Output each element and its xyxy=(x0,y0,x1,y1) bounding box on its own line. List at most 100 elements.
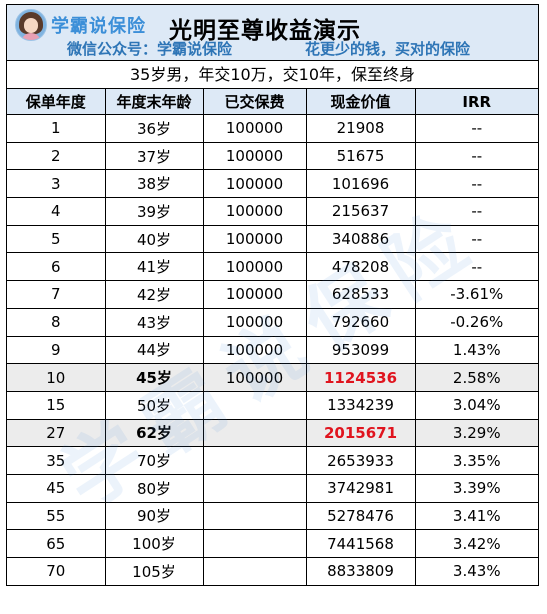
cell-irr: -- xyxy=(414,197,538,226)
column-header-premium-paid: 已交保费 xyxy=(202,89,307,115)
cell-cash-value: 1124536 xyxy=(305,363,416,392)
page-title: 光明至尊收益演示 xyxy=(169,18,361,44)
table-row: 70 105岁 8833809 3.43% xyxy=(7,556,538,585)
cell-irr: 2.58% xyxy=(414,363,538,392)
cell-irr: 1.43% xyxy=(414,335,538,365)
policy-conditions: 35岁男，年交10万，交10年，保至终身 xyxy=(7,61,538,89)
cell-premium-paid: 100000 xyxy=(202,141,307,171)
cell-cash-value: 215637 xyxy=(305,197,416,226)
cell-premium-paid xyxy=(202,556,307,585)
table-row: 9 44岁 100000 953099 1.43% xyxy=(7,335,538,365)
cell-cash-value: 2015671 xyxy=(305,418,416,448)
cell-premium-paid xyxy=(202,473,307,503)
column-header-age: 年度末年龄 xyxy=(104,89,204,115)
cell-age: 43岁 xyxy=(104,307,204,337)
table-row: 45 80岁 3742981 3.39% xyxy=(7,473,538,503)
cell-premium-paid: 100000 xyxy=(202,363,307,392)
cell-age: 37岁 xyxy=(104,141,204,171)
cell-age: 105岁 xyxy=(104,556,204,585)
cell-premium-paid: 100000 xyxy=(202,335,307,365)
cell-age: 44岁 xyxy=(104,335,204,365)
cell-age: 38岁 xyxy=(104,169,204,199)
cell-premium-paid xyxy=(202,446,307,475)
cell-irr: -- xyxy=(414,114,538,143)
cell-premium-paid xyxy=(202,418,307,448)
cell-irr: 3.42% xyxy=(414,529,538,558)
table-row: 1 36岁 100000 21908 -- xyxy=(7,114,538,143)
wechat-account-label: 微信公众号：学霸说保险 xyxy=(67,40,233,58)
cash-value-table: 保单年度 年度末年龄 已交保费 现金价值 IRR 1 36岁 100000 21908… xyxy=(7,89,538,585)
table-row: 27 62岁 2015671 3.29% xyxy=(7,418,538,448)
cell-policy-year: 4 xyxy=(7,197,106,226)
cell-cash-value: 340886 xyxy=(305,224,416,254)
table-row: 55 90岁 5278476 3.41% xyxy=(7,501,538,531)
cell-policy-year: 9 xyxy=(7,335,106,365)
cell-irr: -- xyxy=(414,224,538,254)
header-banner: 学霸说保险 光明至尊收益演示 微信公众号：学霸说保险 花更少的钱，买对的保险 xyxy=(7,5,538,61)
table-row: 5 40岁 100000 340886 -- xyxy=(7,224,538,254)
cell-cash-value: 628533 xyxy=(305,280,416,309)
avatar-icon xyxy=(15,9,47,41)
cell-premium-paid: 100000 xyxy=(202,224,307,254)
cell-irr: -- xyxy=(414,141,538,171)
cell-age: 50岁 xyxy=(104,390,204,420)
cell-cash-value: 101696 xyxy=(305,169,416,199)
cell-age: 39岁 xyxy=(104,197,204,226)
cell-cash-value: 953099 xyxy=(305,335,416,365)
cell-policy-year: 5 xyxy=(7,224,106,254)
illustration-sheet: 学霸说保险 光明至尊收益演示 微信公众号：学霸说保险 花更少的钱，买对的保险 3… xyxy=(6,4,539,586)
cell-age: 40岁 xyxy=(104,224,204,254)
cell-policy-year: 45 xyxy=(7,473,106,503)
table-row: 10 45岁 100000 1124536 2.58% xyxy=(7,363,538,392)
cell-cash-value: 1334239 xyxy=(305,390,416,420)
table-row: 35 70岁 2653933 3.35% xyxy=(7,446,538,475)
cell-premium-paid: 100000 xyxy=(202,307,307,337)
table-row: 4 39岁 100000 215637 -- xyxy=(7,197,538,226)
cell-irr: 3.29% xyxy=(414,418,538,448)
table-row: 65 100岁 7441568 3.42% xyxy=(7,529,538,558)
cell-policy-year: 65 xyxy=(7,529,106,558)
cell-premium-paid xyxy=(202,390,307,420)
cell-cash-value: 478208 xyxy=(305,252,416,282)
column-header-irr: IRR xyxy=(414,89,538,115)
cell-cash-value: 2653933 xyxy=(305,446,416,475)
cell-policy-year: 10 xyxy=(7,363,106,392)
table-header-row: 保单年度 年度末年龄 已交保费 现金价值 IRR xyxy=(7,89,538,115)
brand-logo: 学霸说保险 xyxy=(15,9,146,41)
cell-irr: 3.04% xyxy=(414,390,538,420)
cell-policy-year: 8 xyxy=(7,307,106,337)
cell-cash-value: 21908 xyxy=(305,114,416,143)
cell-age: 62岁 xyxy=(104,418,204,448)
cell-premium-paid: 100000 xyxy=(202,169,307,199)
table-row: 3 38岁 100000 101696 -- xyxy=(7,169,538,199)
cell-age: 80岁 xyxy=(104,473,204,503)
cell-premium-paid xyxy=(202,501,307,531)
table-row: 7 42岁 100000 628533 -3.61% xyxy=(7,280,538,309)
cell-policy-year: 6 xyxy=(7,252,106,282)
cell-policy-year: 27 xyxy=(7,418,106,448)
logo-text: 学霸说保险 xyxy=(51,16,146,37)
cell-premium-paid: 100000 xyxy=(202,280,307,309)
cell-policy-year: 2 xyxy=(7,141,106,171)
cell-irr: 3.43% xyxy=(414,556,538,585)
cell-age: 42岁 xyxy=(104,280,204,309)
cell-irr: 3.39% xyxy=(414,473,538,503)
table-row: 8 43岁 100000 792660 -0.26% xyxy=(7,307,538,337)
cell-cash-value: 792660 xyxy=(305,307,416,337)
cell-policy-year: 7 xyxy=(7,280,106,309)
cell-irr: 3.41% xyxy=(414,501,538,531)
cell-cash-value: 5278476 xyxy=(305,501,416,531)
cell-policy-year: 70 xyxy=(7,556,106,585)
cell-age: 41岁 xyxy=(104,252,204,282)
cell-irr: -- xyxy=(414,169,538,199)
cell-age: 100岁 xyxy=(104,529,204,558)
column-header-policy-year: 保单年度 xyxy=(7,89,106,115)
cell-policy-year: 55 xyxy=(7,501,106,531)
cell-cash-value: 51675 xyxy=(305,141,416,171)
table-row: 2 37岁 100000 51675 -- xyxy=(7,141,538,171)
cell-premium-paid: 100000 xyxy=(202,197,307,226)
cell-premium-paid: 100000 xyxy=(202,252,307,282)
cell-policy-year: 35 xyxy=(7,446,106,475)
cell-irr: -0.26% xyxy=(414,307,538,337)
table-row: 6 41岁 100000 478208 -- xyxy=(7,252,538,282)
